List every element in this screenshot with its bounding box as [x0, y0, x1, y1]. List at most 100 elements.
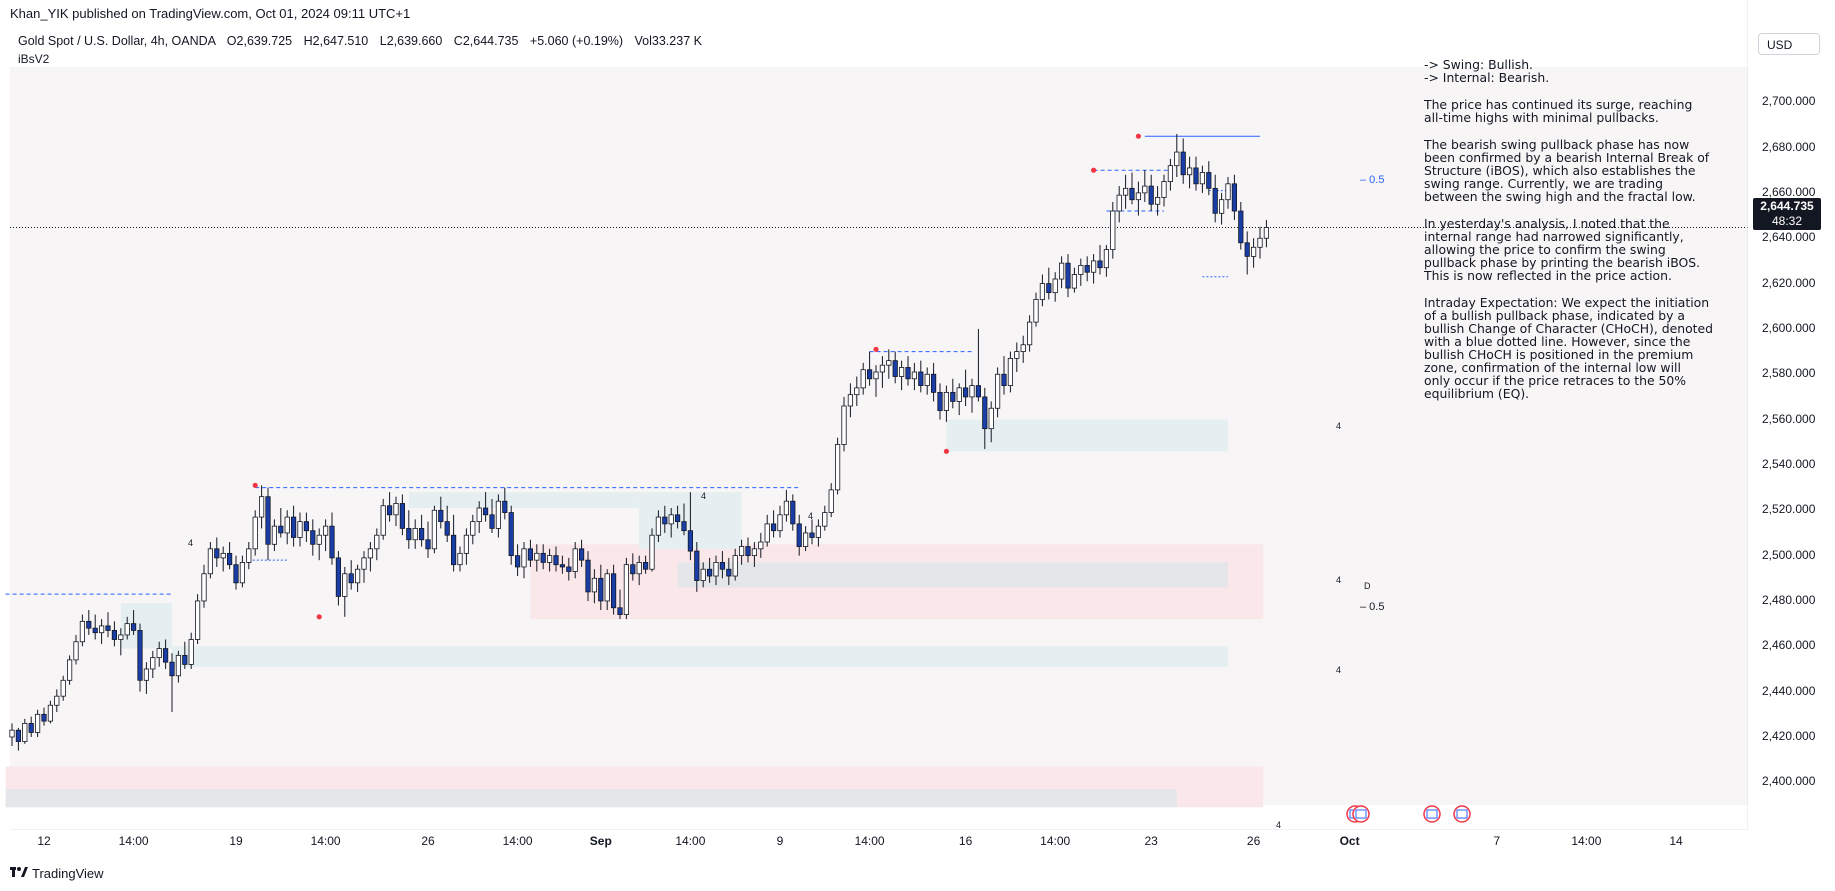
candle-body[interactable] — [700, 568, 706, 581]
candle-body[interactable] — [675, 514, 681, 523]
candle-body[interactable] — [636, 562, 642, 575]
candle-body[interactable] — [233, 564, 239, 584]
candle-body[interactable] — [156, 648, 162, 659]
time-axis[interactable]: 12 14:00 19 14:00 26 14:00 Sep 14:00 9 14:00 16 14:… — [0, 830, 1748, 852]
candle-body[interactable] — [771, 523, 777, 532]
candle-body[interactable] — [687, 530, 694, 552]
candle-body[interactable] — [713, 562, 719, 577]
candle-body[interactable] — [162, 648, 169, 663]
candle-body[interactable] — [1078, 265, 1084, 275]
candle-body[interactable] — [803, 532, 809, 547]
candle-body[interactable] — [739, 546, 745, 557]
candle-body[interactable] — [764, 523, 770, 543]
candle-body[interactable] — [1071, 274, 1077, 289]
candle-body[interactable] — [1180, 151, 1186, 176]
symbol-name[interactable]: Gold Spot / U.S. Dollar, 4h, OANDA — [18, 34, 216, 48]
candle-body[interactable] — [611, 573, 617, 609]
candle-body[interactable] — [995, 373, 1001, 409]
candle-body[interactable] — [1142, 185, 1148, 194]
candle-body[interactable] — [444, 521, 450, 536]
candle-body[interactable] — [60, 679, 66, 697]
candle-body[interactable] — [867, 369, 873, 380]
candle-body[interactable] — [54, 695, 60, 706]
candle-body[interactable] — [207, 548, 213, 575]
candle-body[interactable] — [188, 639, 194, 665]
candle-body[interactable] — [828, 489, 834, 513]
candle-body[interactable] — [566, 566, 572, 572]
indicator-name[interactable]: iBsV2 — [18, 52, 50, 66]
candle-body[interactable] — [572, 548, 578, 572]
candle-body[interactable] — [265, 496, 271, 545]
candle-body[interactable] — [258, 496, 265, 518]
candle-body[interactable] — [393, 503, 399, 516]
candle-body[interactable] — [931, 373, 937, 393]
candle-body[interactable] — [655, 516, 662, 536]
candle-body[interactable] — [982, 396, 988, 430]
candle-body[interactable] — [111, 630, 117, 640]
candle-body[interactable] — [316, 534, 322, 545]
candle-body[interactable] — [1097, 260, 1103, 269]
candle-body[interactable] — [943, 391, 950, 411]
candle-body[interactable] — [28, 722, 34, 733]
candle-body[interactable] — [796, 523, 802, 547]
candle-body[interactable] — [1231, 183, 1237, 212]
candle-body[interactable] — [1129, 187, 1135, 201]
candle-body[interactable] — [361, 557, 367, 570]
candle-body[interactable] — [553, 555, 559, 566]
candle-body[interactable] — [1187, 167, 1193, 176]
candle-body[interactable] — [547, 555, 553, 563]
candle-body[interactable] — [1001, 373, 1007, 386]
candle-body[interactable] — [879, 364, 886, 373]
candle-body[interactable] — [950, 391, 956, 402]
candle-body[interactable] — [1123, 187, 1129, 196]
candle-body[interactable] — [1148, 185, 1154, 205]
candle-body[interactable] — [470, 521, 476, 536]
candle-body[interactable] — [386, 505, 393, 516]
candle-body[interactable] — [694, 550, 700, 581]
candle-body[interactable] — [1020, 344, 1026, 352]
candle-body[interactable] — [412, 528, 418, 541]
candle-body[interactable] — [604, 573, 610, 602]
candle-body[interactable] — [169, 661, 175, 677]
candle-body[interactable] — [1084, 265, 1090, 273]
candle-body[interactable] — [649, 534, 655, 570]
candle-body[interactable] — [886, 360, 892, 366]
candle-body[interactable] — [1135, 192, 1141, 201]
candle-body[interactable] — [297, 521, 303, 538]
candle-body[interactable] — [1212, 187, 1218, 214]
candle-body[interactable] — [809, 532, 815, 538]
candle-body[interactable] — [271, 525, 278, 545]
candle-body[interactable] — [1007, 357, 1014, 386]
candle-body[interactable] — [463, 534, 470, 554]
candle-body[interactable] — [617, 607, 623, 615]
candle-body[interactable] — [854, 387, 860, 396]
candle-body[interactable] — [579, 548, 585, 561]
candle-body[interactable] — [502, 500, 508, 513]
candle-body[interactable] — [150, 657, 156, 670]
candle-body[interactable] — [335, 557, 342, 597]
candle-body[interactable] — [937, 391, 943, 411]
candle-body[interactable] — [777, 514, 783, 532]
candle-body[interactable] — [67, 659, 73, 681]
candle-body[interactable] — [1116, 194, 1122, 212]
candle-body[interactable] — [1219, 199, 1225, 214]
candle-body[interactable] — [988, 407, 994, 430]
candle-body[interactable] — [585, 559, 591, 593]
candle-body[interactable] — [252, 516, 258, 550]
candle-body[interactable] — [815, 525, 822, 538]
candle-body[interactable] — [1193, 167, 1199, 185]
candle-body[interactable] — [630, 564, 636, 575]
candle-body[interactable] — [623, 564, 630, 615]
candle-body[interactable] — [1110, 210, 1116, 250]
candle-body[interactable] — [1206, 172, 1212, 189]
candle-body[interactable] — [310, 530, 316, 545]
candle-body[interactable] — [1251, 246, 1257, 257]
candle-body[interactable] — [559, 564, 566, 568]
candle-body[interactable] — [284, 516, 290, 534]
candle-body[interactable] — [707, 568, 713, 577]
candle-body[interactable] — [751, 548, 758, 557]
candle-body[interactable] — [515, 555, 521, 568]
candle-body[interactable] — [1039, 283, 1045, 300]
candle-body[interactable] — [1103, 249, 1109, 269]
candle-body[interactable] — [457, 552, 463, 566]
